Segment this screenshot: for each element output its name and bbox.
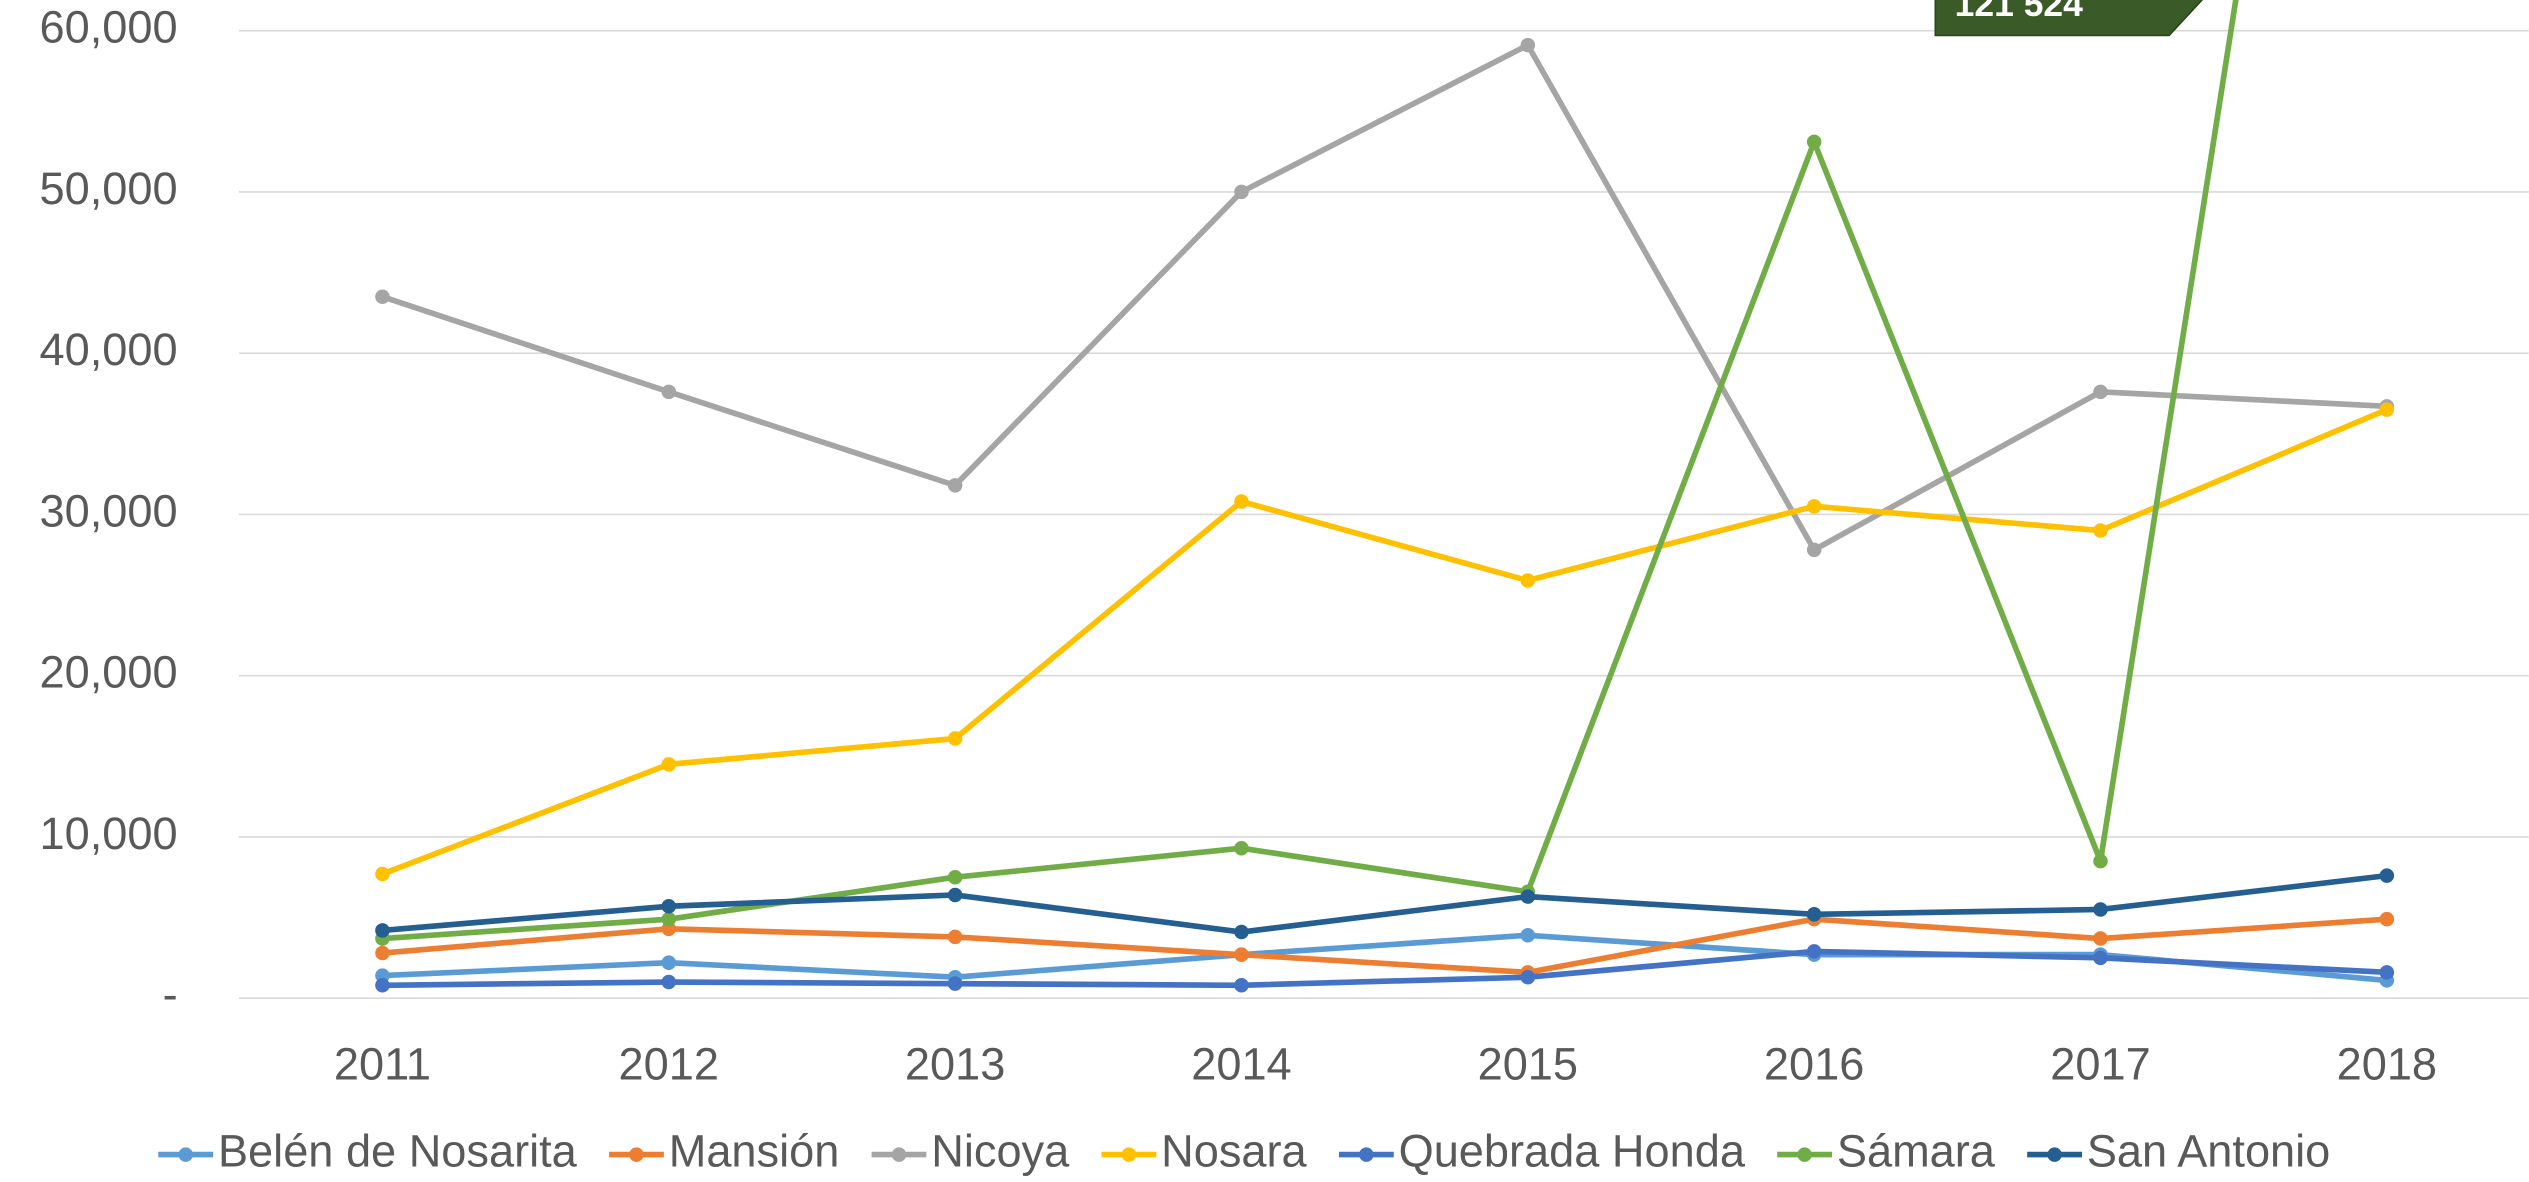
series-line (381, 42, 2387, 553)
data-point (2093, 950, 2108, 966)
x-tick-label: 2014 (1191, 1038, 1291, 1089)
data-point (1234, 924, 1249, 940)
legend-marker (1797, 1147, 1812, 1162)
legend-marker (2047, 1147, 2062, 1162)
data-point (2379, 911, 2395, 927)
legend-marker (1359, 1147, 1374, 1162)
data-point (375, 945, 390, 961)
x-tick-label: 2016 (1764, 1038, 1864, 1089)
y-tick-label: 60,000 (40, 2, 178, 53)
data-point (1234, 840, 1249, 856)
data-point (947, 731, 963, 746)
data-point (1234, 978, 1249, 993)
data-point (1520, 573, 1536, 588)
legend-label: Belén de Nosarita (218, 1126, 578, 1177)
series-line (382, 0, 2239, 942)
legend-label: Quebrada Honda (1399, 1126, 1746, 1177)
data-point (947, 976, 963, 991)
data-point (1520, 969, 1536, 985)
series-line (382, 872, 2388, 935)
y-tick-label: 20,000 (40, 647, 178, 698)
x-tick-label: 2018 (2337, 1038, 2437, 1089)
legend-label: Sámara (1837, 1126, 1996, 1177)
series-line (382, 948, 2387, 989)
y-tick-label: 10,000 (40, 808, 178, 859)
annotation: 121 524 (1934, 0, 2204, 37)
data-point (947, 887, 963, 903)
data-point (947, 869, 963, 885)
data-point (1520, 889, 1536, 904)
data-point (375, 866, 390, 882)
data-point (2093, 931, 2108, 946)
annotation-text: 121 524 (1955, 0, 2083, 24)
series-line (381, 406, 2388, 877)
data-point (1806, 542, 1822, 558)
data-point (2093, 384, 2108, 400)
legend-label: Mansión (669, 1126, 840, 1177)
legend-marker (891, 1147, 907, 1162)
data-point (2379, 402, 2395, 417)
x-tick-label: 2013 (905, 1038, 1005, 1089)
legend-label: San Antonio (2087, 1126, 2330, 1177)
data-point (1234, 184, 1249, 200)
data-point (375, 923, 390, 938)
y-tick-label: 30,000 (40, 485, 178, 536)
data-point (1520, 37, 1536, 53)
legend-label: Nosara (1161, 1126, 1307, 1177)
data-point (2093, 853, 2108, 869)
data-point (1234, 494, 1249, 509)
data-point (1806, 907, 1822, 922)
x-tick-label: 2012 (619, 1038, 719, 1089)
y-tick-label: 50,000 (40, 163, 178, 214)
data-point (375, 289, 390, 304)
data-point (1806, 944, 1822, 959)
x-tick-label: 2015 (1478, 1038, 1578, 1089)
legend-label: Nicoya (931, 1126, 1070, 1177)
data-point (1806, 134, 1822, 150)
data-point (375, 978, 390, 993)
data-point (661, 974, 677, 990)
x-tick-label: 2017 (2050, 1038, 2150, 1089)
data-point (2093, 523, 2108, 538)
data-point (1234, 947, 1249, 962)
data-point (2093, 902, 2108, 917)
data-point (661, 898, 677, 914)
data-point (661, 384, 677, 400)
series-line (382, 916, 2388, 976)
data-point (947, 929, 963, 945)
data-point (661, 911, 677, 927)
x-tick-label: 2011 (334, 1038, 431, 1089)
data-point (2379, 965, 2395, 980)
legend-marker (1121, 1147, 1137, 1162)
annotation-box (1934, 0, 2204, 37)
legend-marker (629, 1147, 644, 1162)
data-point (661, 757, 677, 772)
legend-marker (178, 1147, 193, 1162)
data-point (947, 478, 963, 493)
y-tick-label: - (163, 969, 178, 1020)
data-point (2379, 868, 2395, 883)
data-point (1806, 499, 1822, 514)
data-point (1520, 928, 1536, 943)
y-tick-label: 40,000 (40, 324, 178, 375)
data-point (661, 955, 677, 970)
